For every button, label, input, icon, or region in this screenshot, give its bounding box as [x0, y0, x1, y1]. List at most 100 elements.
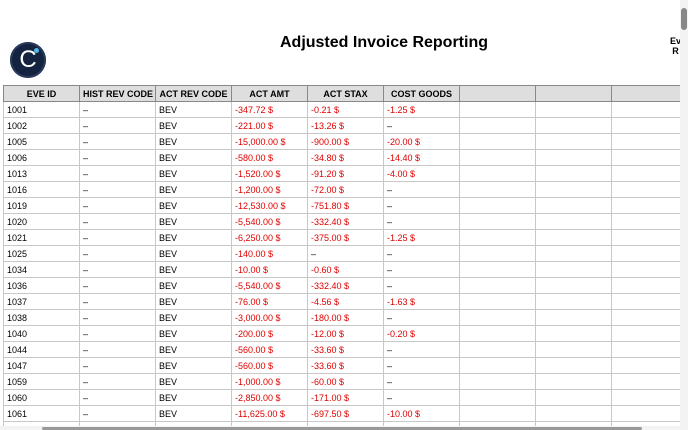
- table-cell: -580.00 $: [231, 149, 308, 166]
- horizontal-scrollbar[interactable]: [0, 426, 680, 430]
- table-row: 1006– BEV -580.00 $ -34.80 $ -14.40 $: [3, 149, 688, 166]
- table-row: 1038– BEV -3,000.00 $ -180.00 $ –: [3, 309, 688, 326]
- table-cell: -34.80 $: [307, 149, 384, 166]
- table-cell: –: [79, 389, 156, 406]
- table-cell: [611, 149, 688, 166]
- table-cell: [611, 341, 688, 358]
- table-cell: -0.60 $: [307, 261, 384, 278]
- table-cell: -91.20 $: [307, 165, 384, 182]
- table-cell: –: [383, 341, 460, 358]
- table-cell: –: [383, 213, 460, 230]
- table-cell: [535, 133, 612, 150]
- table-cell: BEV: [155, 325, 232, 342]
- table-cell: -1.25 $: [383, 101, 460, 118]
- scroll-thumb[interactable]: [42, 427, 642, 430]
- table-cell: [535, 117, 612, 134]
- table-cell: [611, 373, 688, 390]
- table-cell: 1060: [3, 389, 80, 406]
- table-cell: -221.00 $: [231, 117, 308, 134]
- table-cell: –: [79, 277, 156, 294]
- table-cell: –: [383, 117, 460, 134]
- table-row: 1036– BEV -5,540.00 $ -332.40 $ –: [3, 277, 688, 294]
- column-header: ACT REV CODE: [155, 85, 232, 102]
- logo: C: [10, 42, 46, 78]
- table-cell: BEV: [155, 293, 232, 310]
- table-cell: 1036: [3, 277, 80, 294]
- table-cell: BEV: [155, 373, 232, 390]
- table-row: 1002– BEV -221.00 $ -13.26 $ –: [3, 117, 688, 134]
- table-cell: [459, 341, 536, 358]
- table-cell: [535, 213, 612, 230]
- table-cell: [535, 357, 612, 374]
- table-cell: 1038: [3, 309, 80, 326]
- table-cell: [459, 373, 536, 390]
- table-cell: 1037: [3, 293, 80, 310]
- table-cell: -76.00 $: [231, 293, 308, 310]
- table-cell: 1019: [3, 197, 80, 214]
- table-cell: –: [79, 293, 156, 310]
- table-cell: 1020: [3, 213, 80, 230]
- column-header: ACT AMT: [231, 85, 308, 102]
- table-row: 1019– BEV -12,530.00 $ -751.80 $ –: [3, 197, 688, 214]
- table-cell: -33.60 $: [307, 357, 384, 374]
- table-cell: –: [79, 405, 156, 422]
- table-cell: [611, 213, 688, 230]
- table-row: 1040– BEV -200.00 $ -12.00 $ -0.20 $: [3, 325, 688, 342]
- table-cell: [459, 133, 536, 150]
- table-cell: –: [383, 245, 460, 262]
- table-cell: -5,540.00 $: [231, 277, 308, 294]
- table-row: 1016– BEV -1,200.00 $ -72.00 $ –: [3, 181, 688, 198]
- table-cell: –: [79, 133, 156, 150]
- table-cell: [611, 181, 688, 198]
- table-cell: -72.00 $: [307, 181, 384, 198]
- table-cell: [535, 389, 612, 406]
- table-row: 1005– BEV -15,000.00 $ -900.00 $ -20.00 $: [3, 133, 688, 150]
- scroll-thumb[interactable]: [681, 8, 687, 30]
- table-cell: –: [79, 165, 156, 182]
- table-cell: 1040: [3, 325, 80, 342]
- table-row: 1063–BEV-2,460.00 $-147.60 $–: [3, 421, 688, 426]
- table-cell: BEV: [155, 357, 232, 374]
- table-cell: BEV: [155, 181, 232, 198]
- table-cell: [535, 245, 612, 262]
- table-cell: -180.00 $: [307, 309, 384, 326]
- table-cell: -347.72 $: [231, 101, 308, 118]
- table-cell: -0.20 $: [383, 325, 460, 342]
- column-header: [459, 85, 536, 102]
- table-cell: [459, 245, 536, 262]
- table-cell: [459, 101, 536, 118]
- table-cell: -1,000.00 $: [231, 373, 308, 390]
- table-cell: 1005: [3, 133, 80, 150]
- table-cell: -200.00 $: [231, 325, 308, 342]
- table-cell: –: [79, 117, 156, 134]
- table-cell: –: [383, 357, 460, 374]
- table-cell: [535, 309, 612, 326]
- table-cell: [535, 181, 612, 198]
- table-cell: –: [79, 101, 156, 118]
- side-text: Ev R: [670, 36, 681, 56]
- table-cell: BEV: [155, 261, 232, 278]
- table-row: 1020– BEV -5,540.00 $ -332.40 $ –: [3, 213, 688, 230]
- table-cell: –: [383, 261, 460, 278]
- table-container: EVE ID HIST REV CODE ACT REV CODE ACT AMT AC…: [3, 85, 688, 426]
- table-cell: 1047: [3, 357, 80, 374]
- table-cell: -1.25 $: [383, 229, 460, 246]
- table-row: 1059– BEV -1,000.00 $ -60.00 $ –: [3, 373, 688, 390]
- table-cell: -4.00 $: [383, 165, 460, 182]
- vertical-scrollbar[interactable]: [680, 0, 688, 430]
- table-cell: –: [383, 277, 460, 294]
- table-cell: -33.60 $: [307, 341, 384, 358]
- table-cell: [611, 293, 688, 310]
- table-cell: [535, 277, 612, 294]
- table-cell: [611, 165, 688, 182]
- table-cell: 1025: [3, 245, 80, 262]
- table-cell: -560.00 $: [231, 341, 308, 358]
- table-cell: BEV: [155, 277, 232, 294]
- table-cell: –: [79, 245, 156, 262]
- table-cell: [535, 197, 612, 214]
- table-cell: –: [79, 341, 156, 358]
- table-cell: [611, 101, 688, 118]
- table-cell: [459, 213, 536, 230]
- column-header: HIST REV CODE: [79, 85, 156, 102]
